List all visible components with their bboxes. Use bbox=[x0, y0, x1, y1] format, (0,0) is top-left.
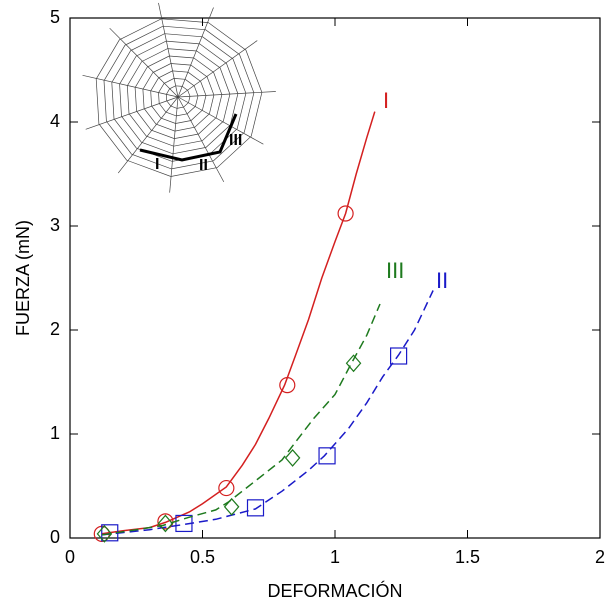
series-line bbox=[101, 303, 381, 536]
web-spoke bbox=[109, 27, 179, 98]
inset-label: II bbox=[199, 157, 208, 174]
marker bbox=[96, 524, 113, 543]
spider-web-inset bbox=[82, 2, 276, 193]
inset-label: III bbox=[229, 132, 242, 149]
web-spoke bbox=[169, 96, 179, 193]
marker bbox=[246, 499, 265, 517]
web-ring bbox=[103, 25, 255, 170]
y-tick-label: 0 bbox=[50, 527, 60, 547]
x-axis-label: DEFORMACIÓN bbox=[268, 580, 403, 601]
series-label: III bbox=[386, 258, 404, 283]
web-ring bbox=[158, 78, 199, 117]
y-tick-label: 5 bbox=[50, 7, 60, 27]
x-tick-label: 2 bbox=[595, 547, 605, 567]
marker bbox=[157, 514, 174, 533]
web-ring bbox=[134, 55, 223, 139]
web-spoke bbox=[177, 96, 225, 183]
marker bbox=[337, 205, 354, 222]
x-tick-label: 0 bbox=[65, 547, 75, 567]
y-tick-label: 2 bbox=[50, 319, 60, 339]
web-ring bbox=[150, 70, 207, 124]
web-ring bbox=[95, 18, 263, 177]
y-tick-label: 3 bbox=[50, 215, 60, 235]
marker bbox=[279, 377, 296, 394]
web-spoke bbox=[117, 96, 179, 174]
series-label: I bbox=[383, 88, 389, 113]
web-ring bbox=[126, 48, 231, 147]
marker bbox=[218, 479, 235, 497]
web-spoke bbox=[177, 91, 276, 98]
marker bbox=[284, 449, 301, 467]
web-spoke bbox=[177, 40, 258, 98]
web-ring bbox=[165, 85, 191, 109]
marker bbox=[157, 513, 174, 530]
web-path bbox=[139, 113, 238, 162]
series-line bbox=[101, 290, 434, 536]
series-label: II bbox=[436, 268, 448, 293]
web-spoke bbox=[82, 74, 179, 98]
y-tick-label: 1 bbox=[50, 423, 60, 443]
web-ring bbox=[142, 63, 215, 132]
x-tick-label: 0.5 bbox=[190, 547, 215, 567]
inset-label: I bbox=[155, 156, 159, 173]
web-spoke bbox=[85, 96, 179, 130]
marker bbox=[390, 347, 408, 365]
web-spoke bbox=[158, 2, 179, 98]
web-spoke bbox=[177, 96, 264, 145]
marker bbox=[175, 514, 193, 533]
y-tick-label: 4 bbox=[50, 111, 60, 131]
web-ring bbox=[119, 40, 239, 155]
web-spoke bbox=[177, 7, 214, 98]
marker bbox=[223, 497, 240, 516]
y-axis-label: FUERZA (mN) bbox=[13, 220, 33, 336]
marker bbox=[318, 447, 336, 465]
series-line bbox=[101, 111, 376, 535]
x-tick-label: 1 bbox=[330, 547, 340, 567]
marker bbox=[345, 354, 362, 373]
x-tick-label: 1.5 bbox=[455, 547, 480, 567]
